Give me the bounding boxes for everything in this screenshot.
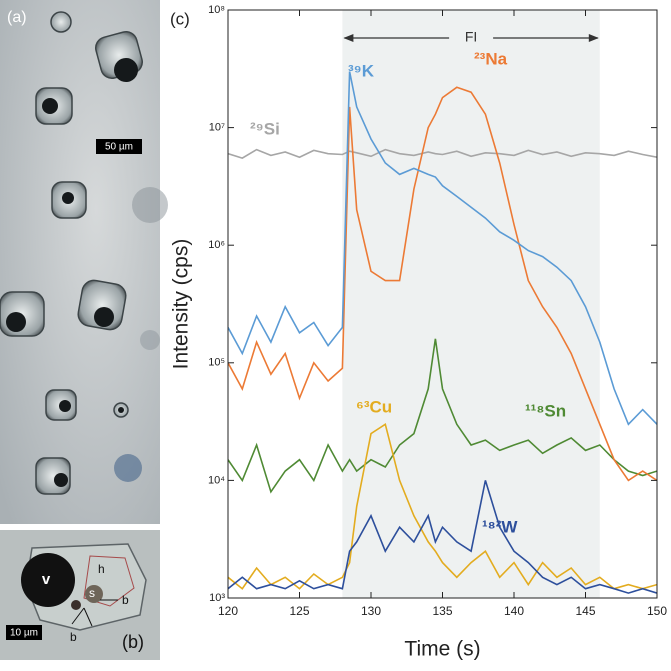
fi-span: [342, 10, 600, 598]
phase-label: v: [42, 571, 51, 588]
scalebar-label: 50 µm: [105, 142, 133, 153]
scalebar-label: 10 µm: [10, 628, 38, 639]
series-label: ⁶³Cu: [356, 397, 392, 416]
series-line: [228, 148, 657, 159]
x-tick-label: 120: [218, 604, 238, 618]
x-tick-label: 150: [647, 604, 667, 618]
micrograph-a: 50 µm (a): [0, 0, 168, 524]
phase-label: b: [70, 630, 77, 644]
series-line: [228, 338, 657, 494]
arrow-head: [588, 34, 599, 42]
y-tick-label: 10³: [209, 592, 225, 604]
series-label: ²⁹Si: [250, 119, 280, 138]
series-label: ¹⁸²W: [482, 517, 518, 536]
x-tick-label: 135: [432, 604, 452, 618]
series-line: [228, 86, 657, 482]
y-axis-label: Intensity (cps): [170, 239, 193, 370]
series-label: ³⁹K: [348, 61, 375, 80]
phase-label: b: [122, 593, 129, 607]
span-label: FI: [465, 29, 477, 45]
phase-label: h: [98, 562, 105, 576]
x-tick-label: 145: [575, 604, 595, 618]
y-tick-label: 10⁴: [208, 474, 225, 486]
x-tick-label: 130: [361, 604, 381, 618]
x-axis-label: Time (s): [404, 638, 480, 661]
panel-label: (c): [170, 9, 190, 28]
y-tick-label: 10⁸: [208, 4, 225, 16]
series-label: ²³Na: [474, 49, 508, 68]
y-tick-label: 10⁷: [209, 122, 225, 134]
series-line: [228, 480, 657, 594]
panel-label: (b): [122, 632, 144, 652]
panel-label: (a): [7, 9, 27, 26]
x-tick-label: 140: [504, 604, 524, 618]
phase-label: s: [89, 586, 95, 600]
micrograph-b: 10 µm (b) v h s b b: [0, 530, 160, 660]
series-line: [228, 71, 657, 426]
y-tick-label: 10⁵: [208, 357, 225, 369]
x-tick-label: 125: [289, 604, 309, 618]
series-label: ¹¹⁸Sn: [525, 401, 566, 420]
chart: FI ²⁹Si ¹¹⁸Sn ²³Na ³⁹K ⁶³Cu ¹⁸²W 10³ 10⁴ 10⁵ 10⁶ 10…: [170, 4, 668, 661]
y-tick-label: 10⁶: [208, 239, 225, 251]
arrow-head: [343, 34, 354, 42]
